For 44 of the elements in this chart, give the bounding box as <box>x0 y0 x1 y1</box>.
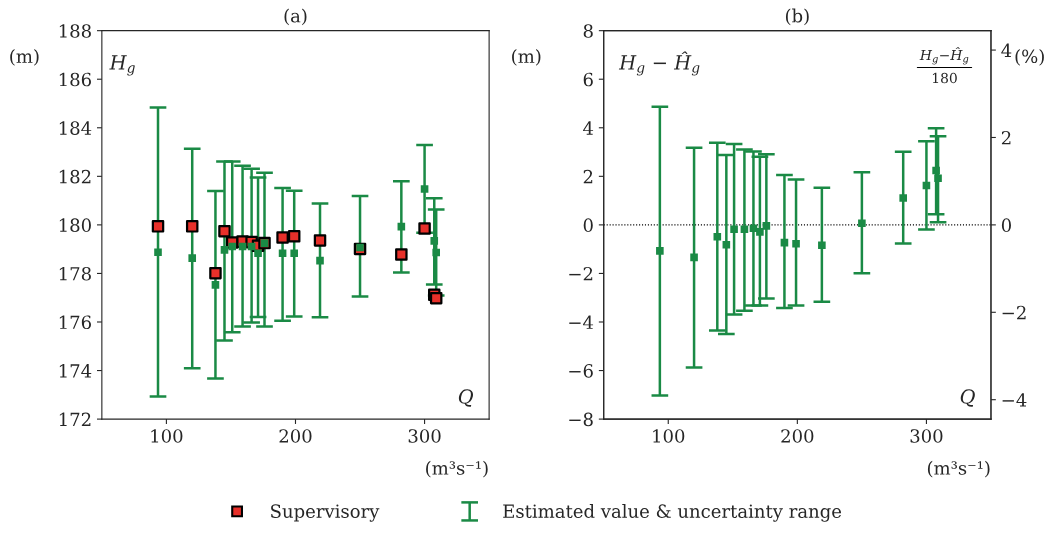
y2-tick-label: −4 <box>1002 393 1027 407</box>
y-tick-label: −4 <box>569 315 594 329</box>
y-tick-label: 174 <box>59 364 92 378</box>
y-tick-label: 0 <box>583 218 593 232</box>
legend-label: Estimated value & uncertainty range <box>503 504 842 522</box>
x-axis-title: (m³s⁻¹) <box>426 460 488 478</box>
chart-title: (b) <box>785 8 809 26</box>
y-tick-label: 2 <box>583 169 593 184</box>
y2-tick-label: 0 <box>1001 218 1011 232</box>
y-tick-label: 186 <box>59 72 91 87</box>
y-tick-label: −8 <box>569 412 593 427</box>
annotation: H$_{g}$ <box>109 55 135 76</box>
y-tick-label: 184 <box>59 121 92 135</box>
y-tick-label: 8 <box>583 24 593 38</box>
y-tick-label: 4 <box>583 121 594 135</box>
annotation: Q <box>960 389 975 407</box>
annotation: H$_{g}$−Ĥ$_{g}$ <box>919 47 969 65</box>
y-axis-title: (m) <box>10 49 39 66</box>
annotation: Q <box>458 389 474 407</box>
y-tick-label: −2 <box>569 266 593 281</box>
x-tick-label: 300 <box>910 429 943 443</box>
y-tick-label: 182 <box>59 169 91 184</box>
y2-tick-label: 2 <box>1001 130 1011 145</box>
y-tick-label: 188 <box>59 24 91 38</box>
x-tick-label: 100 <box>151 429 183 443</box>
y-tick-label: −6 <box>569 364 593 378</box>
y-tick-label: 6 <box>583 72 593 87</box>
x-axis-title: (m³s⁻¹) <box>927 460 990 478</box>
y-tick-label: 172 <box>59 412 91 426</box>
y-tick-label: 180 <box>59 218 91 232</box>
y-tick-label: 178 <box>59 266 91 281</box>
legend-label: Supervisory <box>271 504 380 522</box>
y2-tick-label: −2 <box>1002 305 1026 320</box>
x-tick-label: 200 <box>781 429 814 443</box>
x-tick-label: 300 <box>408 429 441 443</box>
y-tick-label: 176 <box>59 315 91 330</box>
x-tick-label: 100 <box>653 429 685 443</box>
x-tick-label: 200 <box>279 429 312 443</box>
y-axis-title: (m) <box>512 49 541 66</box>
annotation: H$_{g}$ − Ĥ$_{g}$ <box>618 51 700 76</box>
y2-tick-label: 4 <box>1001 43 1012 57</box>
y2-axis-title: (%) <box>1015 49 1044 66</box>
annotation: 180 <box>932 72 957 84</box>
chart-title: (a) <box>284 8 307 26</box>
